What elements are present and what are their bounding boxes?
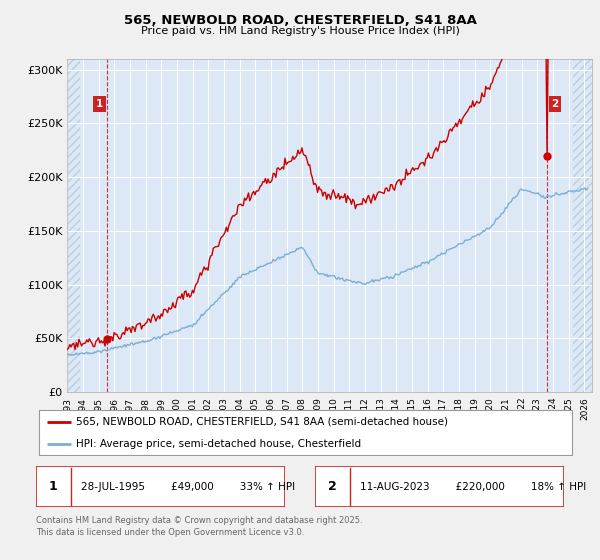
- Text: HPI: Average price, semi-detached house, Chesterfield: HPI: Average price, semi-detached house,…: [77, 438, 362, 449]
- Text: 1: 1: [96, 99, 103, 109]
- FancyBboxPatch shape: [36, 466, 285, 507]
- Text: 2: 2: [551, 99, 559, 109]
- Text: 11-AUG-2023        £220,000        18% ↑ HPI: 11-AUG-2023 £220,000 18% ↑ HPI: [360, 482, 586, 492]
- Text: Price paid vs. HM Land Registry's House Price Index (HPI): Price paid vs. HM Land Registry's House …: [140, 26, 460, 36]
- Text: 28-JUL-1995        £49,000        33% ↑ HPI: 28-JUL-1995 £49,000 33% ↑ HPI: [81, 482, 295, 492]
- Text: 1: 1: [49, 480, 58, 493]
- Text: Contains HM Land Registry data © Crown copyright and database right 2025.
This d: Contains HM Land Registry data © Crown c…: [36, 516, 362, 537]
- Text: 2: 2: [328, 480, 337, 493]
- FancyBboxPatch shape: [39, 410, 572, 455]
- Text: 565, NEWBOLD ROAD, CHESTERFIELD, S41 8AA (semi-detached house): 565, NEWBOLD ROAD, CHESTERFIELD, S41 8AA…: [77, 417, 449, 427]
- Text: 565, NEWBOLD ROAD, CHESTERFIELD, S41 8AA: 565, NEWBOLD ROAD, CHESTERFIELD, S41 8AA: [124, 14, 476, 27]
- FancyBboxPatch shape: [315, 466, 564, 507]
